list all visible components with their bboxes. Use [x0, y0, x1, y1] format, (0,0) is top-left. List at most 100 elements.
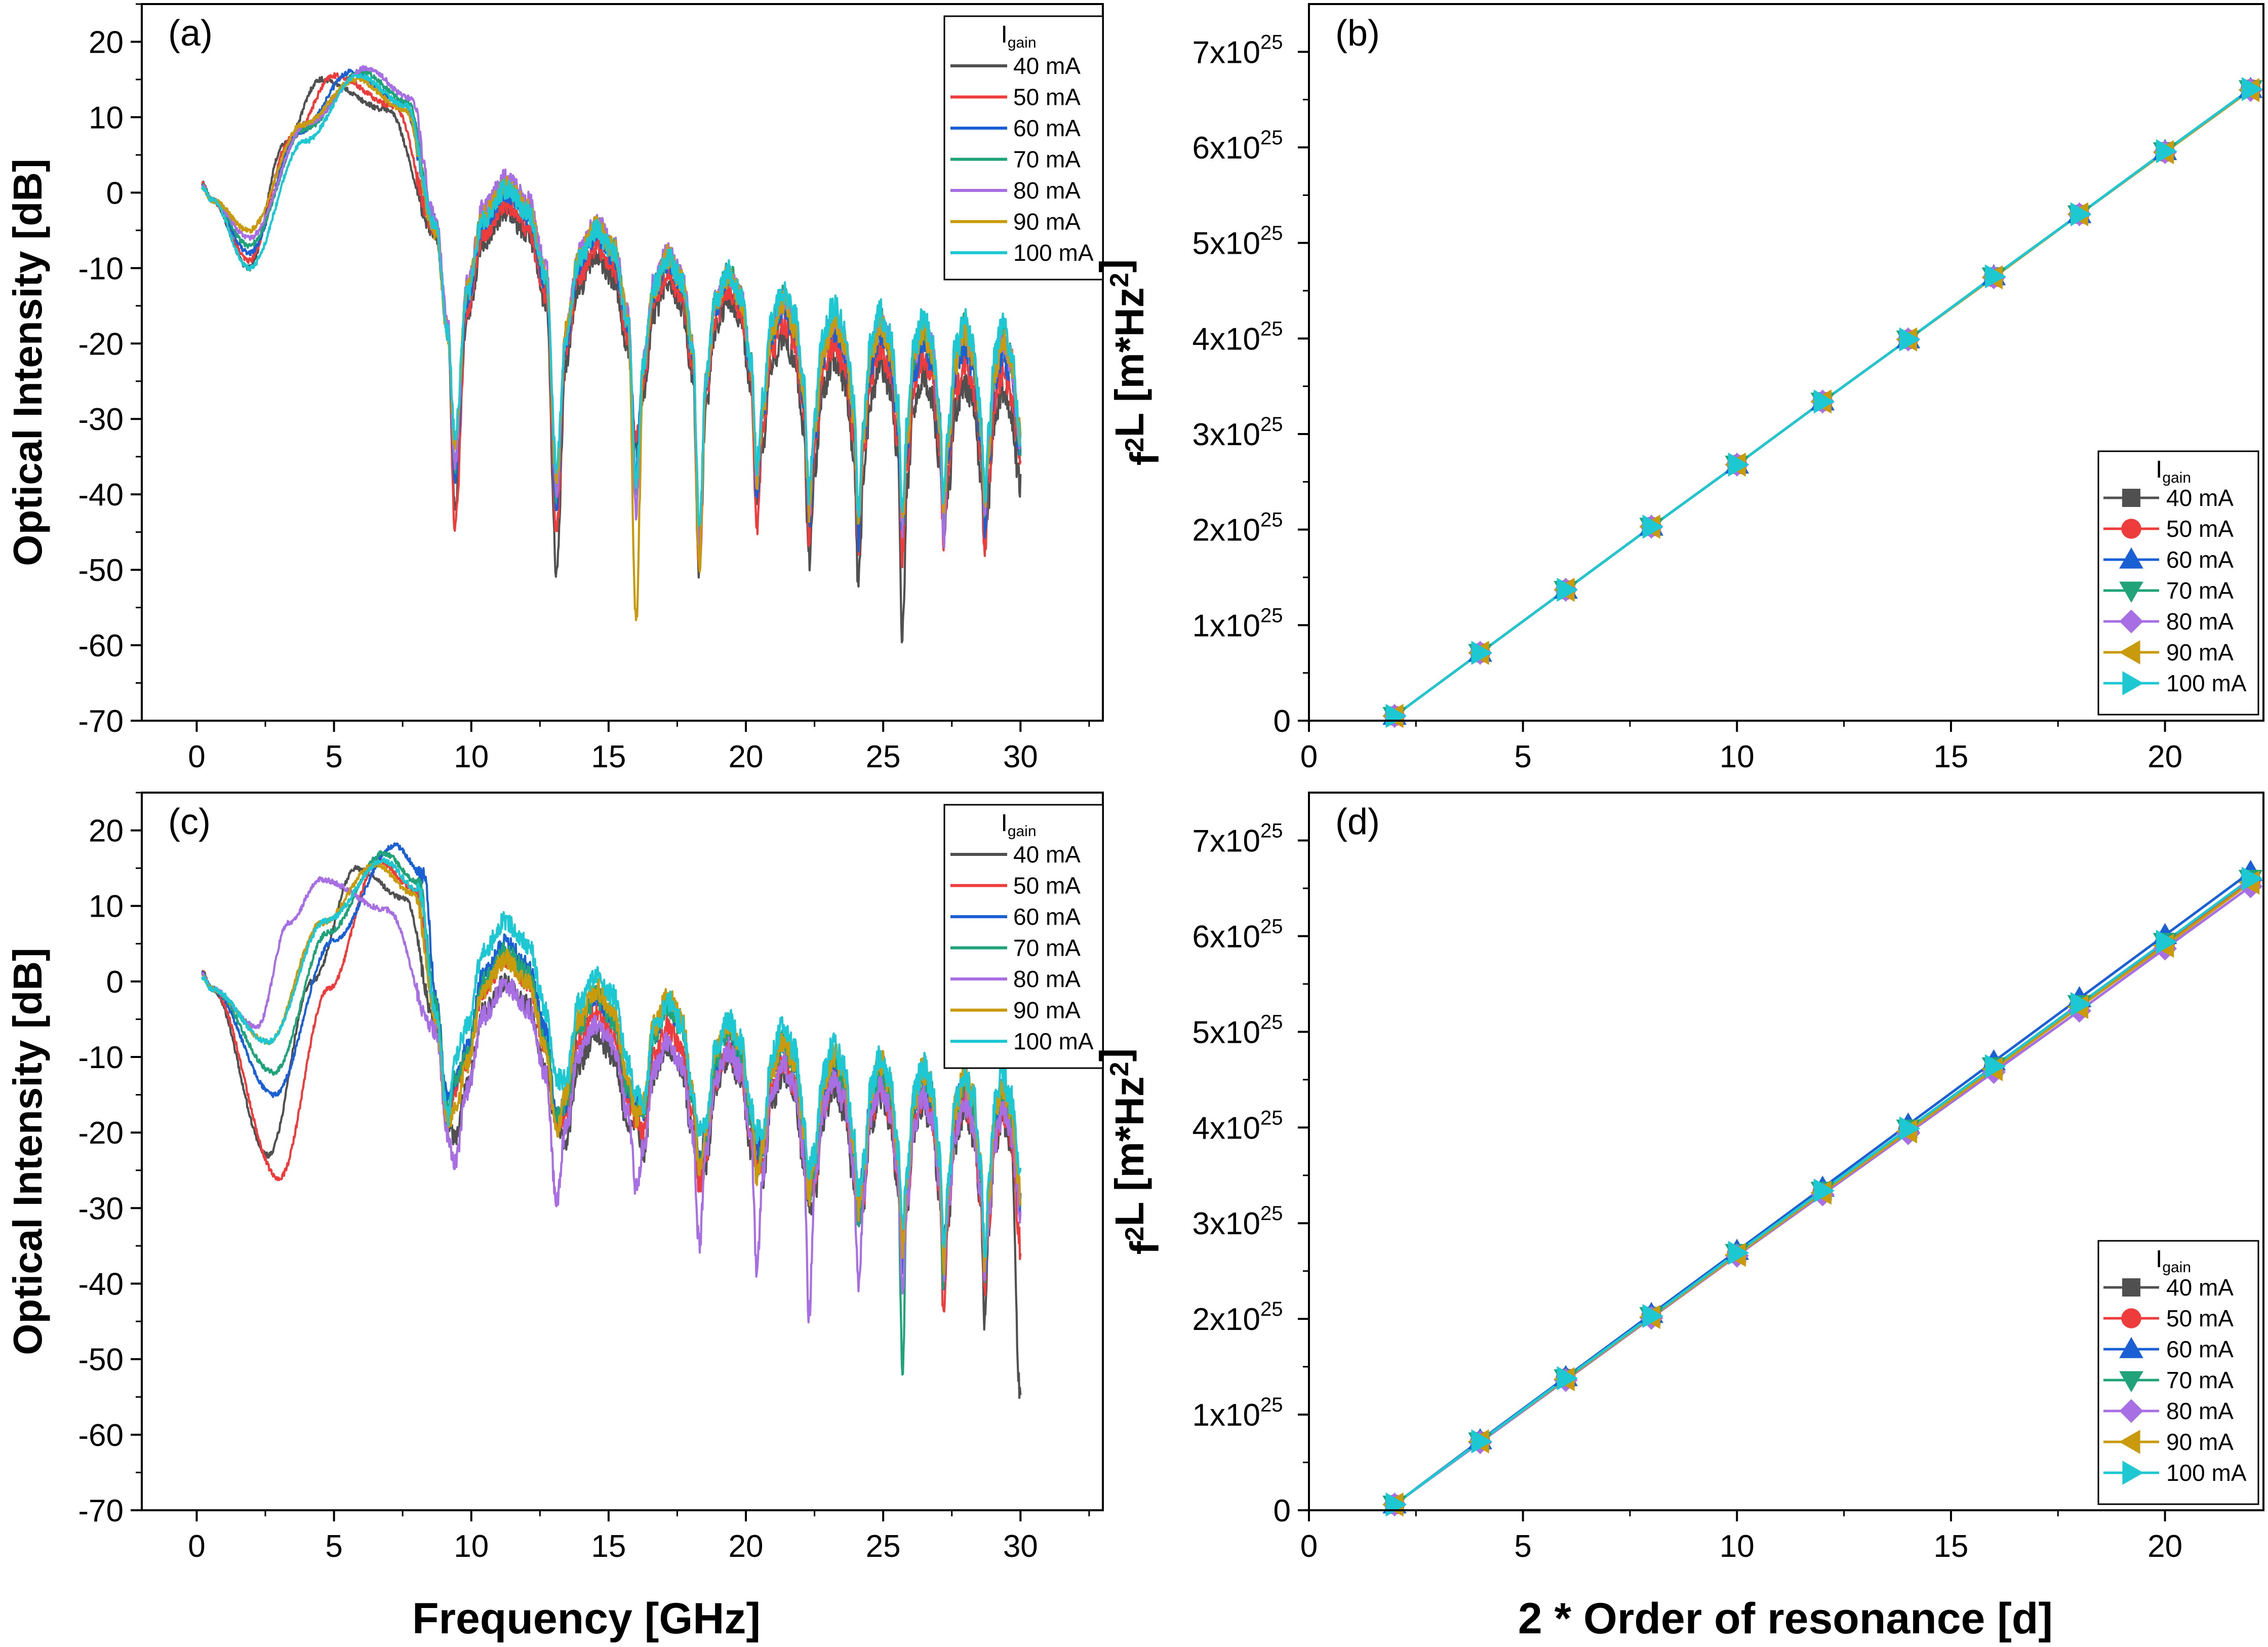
y-tick-label: 6x10 — [1192, 131, 1260, 166]
y-axis-title: Optical Intensity [dB] — [5, 159, 50, 566]
panel-label: (d) — [1335, 802, 1380, 842]
plot-frame — [1308, 792, 2264, 1511]
x-tick-label: 0 — [188, 739, 205, 774]
y-tick-label: 0 — [1274, 704, 1291, 739]
y-tick-label: -30 — [78, 402, 124, 437]
x-axis-title-frequency: Frequency [GHz] — [412, 1594, 761, 1643]
legend-marker — [2122, 489, 2140, 507]
data-point-100mA — [1642, 515, 1664, 539]
y-tick-label: -40 — [78, 478, 124, 513]
data-point-100mA — [2156, 929, 2177, 954]
y-tick-label: 2x10 — [1192, 513, 1260, 548]
legend-entry: 60 mA — [1013, 904, 1081, 930]
y-tick-label: -20 — [78, 1116, 124, 1151]
y-tick-label: -20 — [78, 327, 124, 362]
legend-marker — [2119, 1371, 2143, 1393]
data-point-100mA — [1728, 1240, 1749, 1265]
x-tick-label: 25 — [866, 739, 901, 774]
legend-entry: 50 mA — [1013, 84, 1081, 110]
y-tick-exponent: 25 — [1260, 819, 1283, 842]
legend-entry: 50 mA — [2166, 1305, 2234, 1331]
y-tick-label: 4x10 — [1192, 1111, 1260, 1146]
x-tick-label: 15 — [1933, 739, 1968, 774]
y-tick-label: 3x10 — [1192, 417, 1260, 452]
legend-entry: 70 mA — [1013, 935, 1081, 961]
x-tick-label: 5 — [1514, 1529, 1531, 1564]
x-tick-label: 15 — [1933, 1529, 1968, 1564]
data-point-100mA — [1899, 1116, 1921, 1141]
plot-area — [1382, 76, 2263, 728]
data-point-100mA — [1984, 264, 2006, 289]
panel-label: (b) — [1335, 13, 1380, 54]
data-point-100mA — [1471, 641, 1493, 665]
x-tick-label: 5 — [325, 1529, 342, 1564]
x-tick-label: 10 — [454, 1529, 489, 1564]
legend-entry: 90 mA — [2166, 1429, 2234, 1455]
x-tick-label: 0 — [1300, 1529, 1318, 1564]
y-tick-exponent: 25 — [1260, 222, 1283, 245]
y-tick-label: -40 — [78, 1267, 124, 1302]
data-point-100mA — [1642, 1304, 1664, 1328]
legend-entry: 80 mA — [1013, 966, 1081, 992]
x-tick-label: 15 — [591, 739, 626, 774]
y-tick-exponent: 25 — [1260, 1107, 1283, 1129]
data-point-100mA — [1557, 1366, 1578, 1391]
x-axis-title-order: 2 * Order of resonance [d] — [1518, 1594, 2053, 1643]
y-tick-label: 0 — [1274, 1494, 1291, 1528]
legend-entry: 100 mA — [1013, 240, 1094, 266]
data-point-100mA — [1813, 389, 1835, 414]
data-point-100mA — [2242, 867, 2263, 891]
plot-area — [1382, 859, 2263, 1517]
panel-label: (a) — [168, 13, 213, 54]
legend-entry: 80 mA — [2166, 1398, 2234, 1424]
y-tick-label: -50 — [78, 1343, 124, 1378]
x-tick-label: 20 — [2147, 1529, 2182, 1564]
legend-entry: 100 mA — [2166, 1460, 2247, 1486]
legend-entry: 40 mA — [2166, 1274, 2234, 1301]
y-tick-label: 5x10 — [1192, 226, 1260, 261]
legend-entry: 40 mA — [1013, 53, 1081, 79]
legend-entry: 40 mA — [1013, 841, 1081, 868]
y-axis-title: Optical Intensity [dB] — [5, 948, 50, 1355]
series-line-80mA — [201, 876, 1022, 1323]
y-tick-exponent: 25 — [1260, 413, 1283, 436]
legend-entry: 100 mA — [2166, 670, 2247, 696]
x-tick-label: 5 — [325, 739, 342, 774]
plot-frame — [1308, 3, 2264, 722]
y-tick-label: 10 — [89, 889, 124, 924]
legend-entry: 70 mA — [2166, 1367, 2234, 1393]
data-point-100mA — [1984, 1054, 2006, 1079]
y-tick-label: 4x10 — [1192, 322, 1260, 357]
data-point-100mA — [2156, 139, 2177, 164]
x-tick-label: 30 — [1003, 739, 1038, 774]
y-tick-exponent: 25 — [1260, 1011, 1283, 1033]
y-tick-label: -70 — [78, 704, 124, 739]
y-tick-exponent: 25 — [1260, 127, 1283, 149]
y-tick-label: -50 — [78, 553, 124, 588]
y-tick-label: 7x10 — [1192, 824, 1260, 858]
x-tick-label: 10 — [1720, 1529, 1755, 1564]
legend-marker — [2119, 640, 2140, 664]
y-tick-exponent: 25 — [1260, 509, 1283, 531]
y-tick-label: -30 — [78, 1191, 124, 1226]
x-tick-label: 30 — [1003, 1529, 1038, 1564]
x-tick-label: 5 — [1514, 739, 1531, 774]
data-point-100mA — [1813, 1179, 1835, 1203]
x-tick-label: 20 — [729, 739, 764, 774]
legend-marker — [2121, 519, 2141, 539]
legend-entry: 50 mA — [2166, 516, 2234, 542]
legend-marker — [2122, 1461, 2144, 1485]
legend-marker — [2119, 1337, 2143, 1358]
series-line-100mA — [201, 857, 1022, 1258]
y-tick-exponent: 25 — [1260, 31, 1283, 53]
series-line-90mA — [201, 76, 1022, 621]
x-tick-label: 10 — [1720, 739, 1755, 774]
legend-entry: 80 mA — [2166, 608, 2234, 635]
legend-entry: 100 mA — [1013, 1028, 1094, 1054]
y-tick-label: -60 — [78, 1418, 124, 1453]
y-tick-label: 0 — [106, 965, 124, 1000]
y-tick-label: 6x10 — [1192, 919, 1260, 954]
